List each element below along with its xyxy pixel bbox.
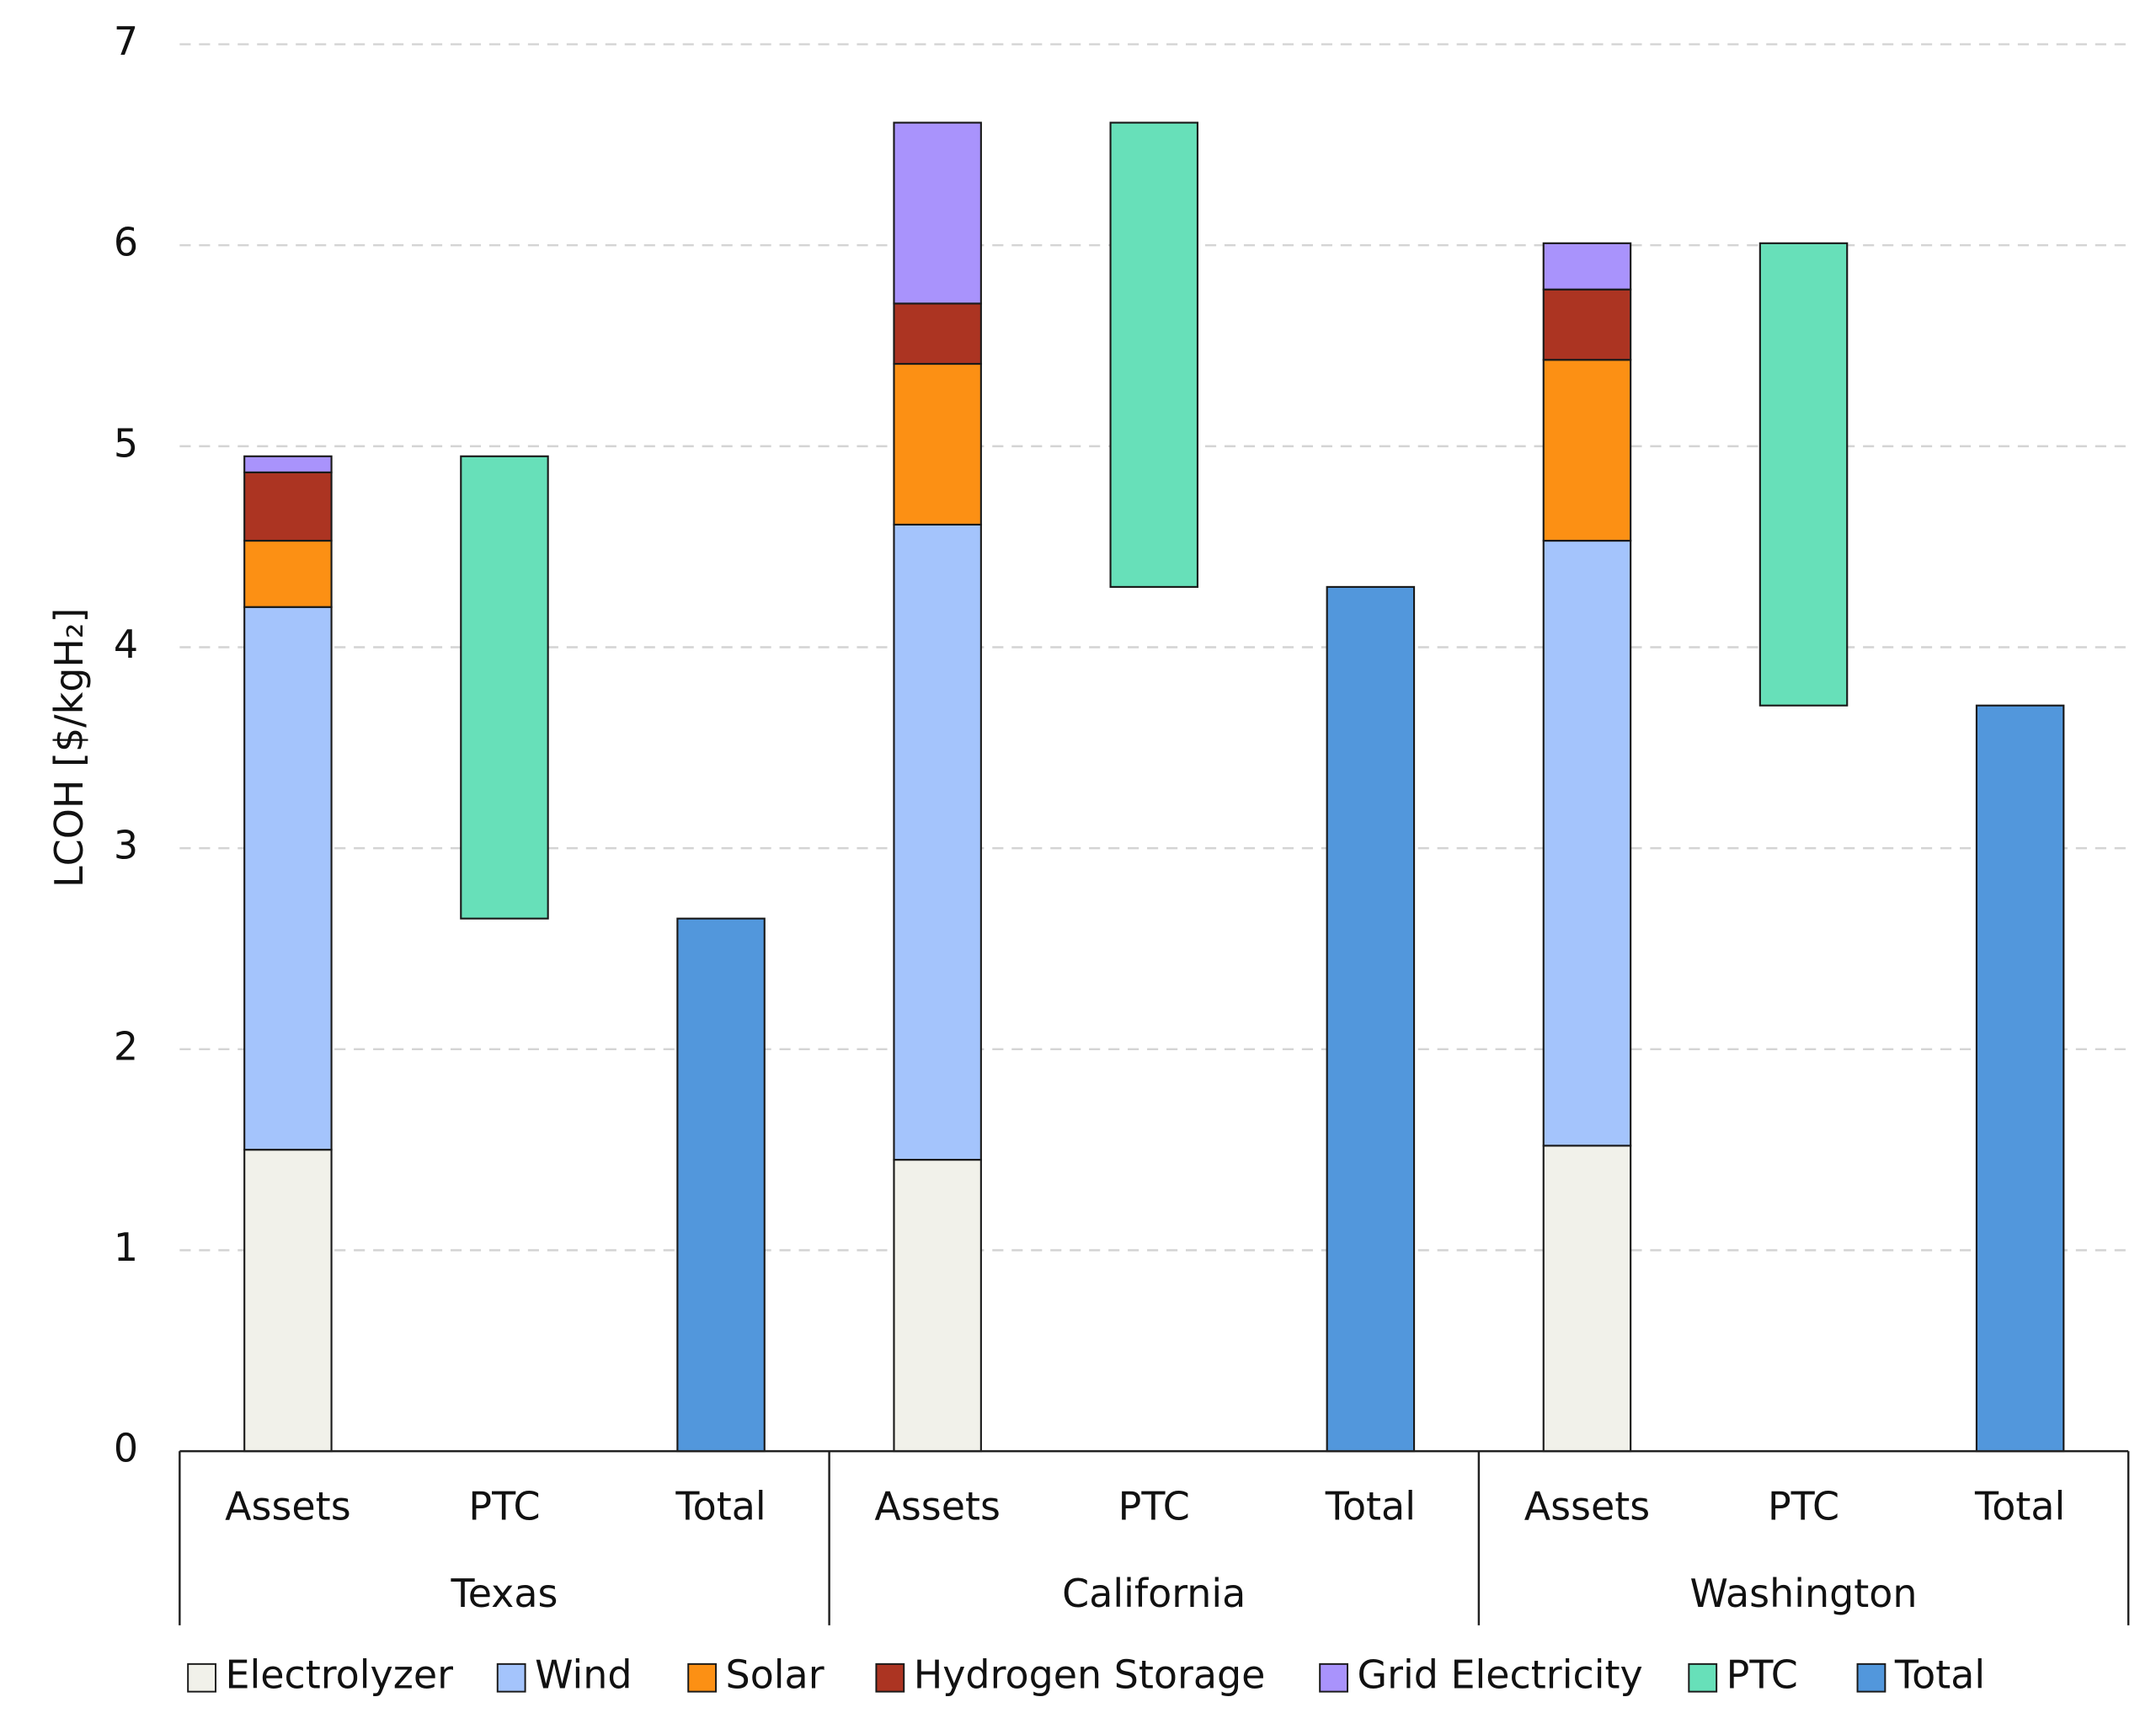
y-tick-label: 4: [114, 622, 138, 667]
bar-segment: [893, 362, 982, 526]
bar-segment: [243, 606, 333, 1151]
bar-segment: [893, 1159, 982, 1453]
legend-label: Grid Electricity: [1357, 1652, 1642, 1698]
legend-swatch: [1688, 1662, 1718, 1693]
y-tick-label: 3: [114, 823, 138, 868]
bar-segment: [1326, 585, 1416, 1453]
x-tick-label: PTC: [1118, 1484, 1190, 1529]
legend-swatch: [496, 1662, 526, 1693]
x-tick-label: PTC: [1768, 1484, 1839, 1529]
y-tick-label: 5: [114, 420, 138, 466]
bar-segment: [893, 302, 982, 366]
bar-segment: [243, 1149, 333, 1453]
legend-swatch: [1856, 1662, 1886, 1693]
bar-segment: [893, 523, 982, 1161]
legend-swatch: [875, 1662, 905, 1693]
bar-segment: [1542, 288, 1632, 361]
bar-segment: [460, 455, 549, 920]
bar-segment: [1542, 539, 1632, 1147]
group-label: Washington: [1690, 1571, 1918, 1616]
y-tick-label: 0: [114, 1426, 138, 1471]
group-label: California: [1062, 1571, 1246, 1616]
bar-segment: [243, 455, 333, 473]
legend-label: Wind: [535, 1652, 632, 1698]
x-tick-label: PTC: [468, 1484, 540, 1529]
legend-swatch: [1319, 1662, 1348, 1693]
bar-segment: [676, 917, 766, 1453]
bar-segment: [1542, 242, 1632, 291]
bar-segment: [1975, 704, 2065, 1453]
bar-segment: [1109, 121, 1199, 588]
legend-swatch: [687, 1662, 718, 1693]
x-tick-label: Assets: [225, 1484, 351, 1529]
x-tick-label: Assets: [1524, 1484, 1651, 1529]
y-tick-label: 7: [114, 19, 138, 64]
bar-segment: [893, 121, 982, 305]
y-tick-label: 6: [114, 220, 138, 265]
legend-swatch: [187, 1662, 216, 1693]
legend-label: PTC: [1726, 1652, 1798, 1698]
bar-segment: [1758, 242, 1849, 707]
y-tick-label: 1: [114, 1225, 138, 1270]
legend-label: Hydrogen Storage: [914, 1652, 1266, 1698]
legend-label: Total: [1894, 1652, 1985, 1698]
x-tick-label: Total: [1325, 1484, 1416, 1529]
legend-label: Electrolyzer: [225, 1652, 453, 1698]
bar-segment: [243, 539, 333, 608]
legend-label: Solar: [726, 1652, 825, 1698]
bar-segment: [1542, 1145, 1632, 1453]
y-tick-label: 2: [114, 1023, 138, 1069]
bar-segment: [1542, 359, 1632, 542]
x-tick-label: Assets: [874, 1484, 1001, 1529]
group-label: Texas: [450, 1571, 558, 1616]
y-axis-label: LCOH [$/kgH₂]: [46, 608, 92, 888]
x-tick-label: Total: [675, 1484, 766, 1529]
bar-segment: [243, 471, 333, 542]
x-tick-label: Total: [1974, 1484, 2065, 1529]
